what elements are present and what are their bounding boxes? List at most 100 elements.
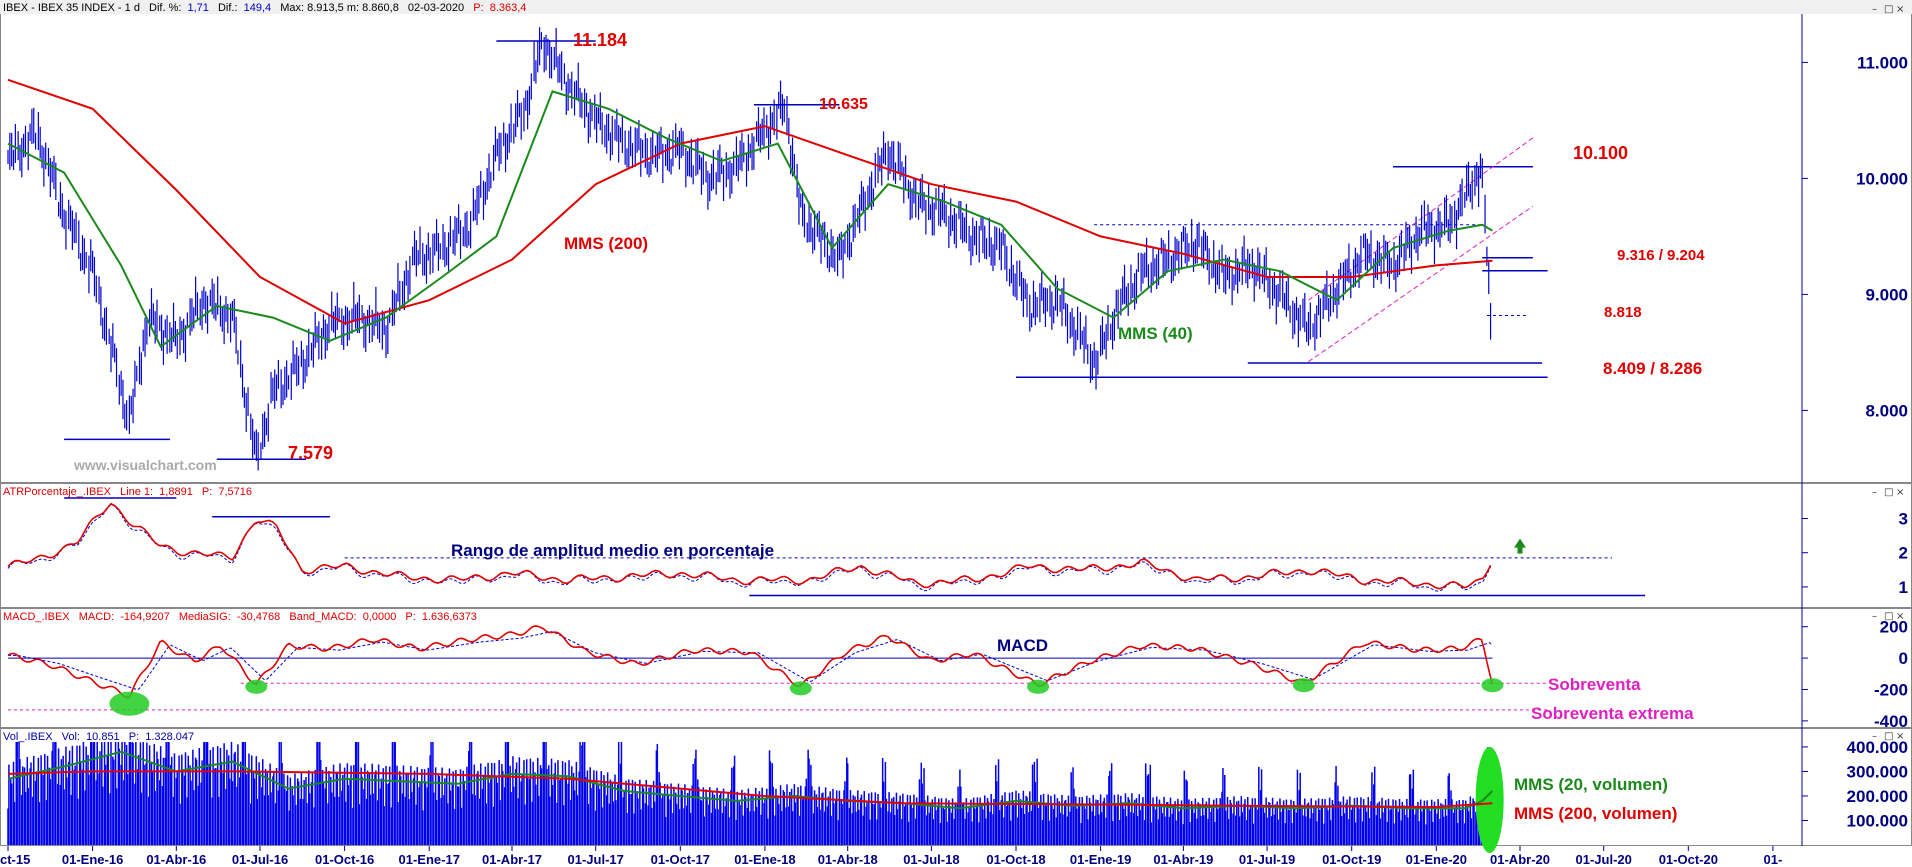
volume-minimize-icon[interactable]: – [1872,731,1877,742]
label-oversold: Sobreventa [1548,675,1641,694]
price-bars [7,27,1492,471]
x-tick-label-1: 01-Ene-16 [62,852,123,867]
macd-annotations: MACD Sobreventa Sobreventa extrema [997,636,1694,723]
macd-header-band-value: 0,0000 [363,611,397,623]
oversold-marker [1481,678,1504,693]
x-tick-label-17: 01-Ene-20 [1406,852,1467,867]
x-tick-label-6: 01-Abr-17 [482,852,542,867]
label-low-2016: 7.579 [288,443,333,463]
atr-close-icon[interactable]: × [1896,487,1904,498]
label-level-8409: 8.409 / 8.286 [1603,359,1702,378]
price-header-date: 02-03-2020 [408,2,464,14]
atr-header-last-label: P: [202,486,212,498]
price-header: IBEX - IBEX 35 INDEX - 1 d Dif. %: 1,71 … [3,2,526,14]
macd-tick-label-1: -200 [1874,680,1908,699]
price-header-dif-pct-value: 1,71 [187,2,208,14]
macd-tick-label-0: -400 [1874,712,1908,731]
x-tick-label-14: 01-Abr-19 [1153,852,1213,867]
x-tick-label-7: 01-Jul-17 [568,852,624,867]
price-header-max-min: Max: 8.913,5 m: 8.860,8 [280,2,399,14]
price-tick-label-3: 11.000 [1857,53,1908,72]
price-tick-label-1: 9.000 [1865,285,1908,304]
label-level-8818: 8.818 [1604,304,1642,321]
label-atr-title: Rango de amplitud medio en porcentaje [451,541,774,560]
x-tick-label-13: 01-Ene-19 [1070,852,1131,867]
price-plot [7,27,1548,471]
label-extreme-oversold: Sobreventa extrema [1531,704,1694,723]
x-tick-label-21: 01- [1764,852,1783,867]
x-tick-label-16: 01-Oct-19 [1322,852,1381,867]
atr-tick-label-0: 1 [1899,578,1908,597]
macd-header-name: MACD_.IBEX [3,611,70,623]
channel-line-1 [1308,137,1534,301]
macd-minimize-icon[interactable]: – [1872,611,1877,622]
macd-header: MACD_.IBEX MACD: -164,9207 MediaSIG: -30… [3,611,477,623]
macd-header-band-label: Band_MACD: [289,611,356,623]
volume-header-vol-label: Vol: [62,731,80,743]
price-header-dif-pct-label: Dif. %: [149,2,181,14]
volume-close-icon[interactable]: × [1896,731,1904,742]
price-annotations: 11.184 10.635 10.100 7.579 9.316 / 9.204… [73,30,1705,473]
price-header-symbol: IBEX - IBEX 35 INDEX - 1 d [3,2,140,14]
x-tick-label-9: 01-Ene-18 [734,852,795,867]
volume-tick-label-2: 300.000 [1847,762,1908,781]
label-macd-title: MACD [997,636,1048,655]
oversold-marker [789,681,812,696]
x-tick-label-18: 01-Abr-20 [1490,852,1550,867]
watermark: www.visualchart.com [73,457,217,473]
volume-annotations: MMS (20, volumen) MMS (200, volumen) [1514,775,1677,823]
atr-plot [7,497,1646,597]
atr-minimize-icon[interactable]: – [1872,487,1877,498]
atr-header: ATRPorcentaje_.IBEX Line 1: 1,8891 P: 7,… [3,486,252,498]
oversold-marker [1292,678,1315,693]
vol-sma200-line [7,770,1493,809]
window-controls: – □ × – □ × – □ × – □ × [1872,4,1904,742]
volume-tick-label-1: 200.000 [1847,787,1908,806]
x-tick-label-19: 01-Jul-20 [1576,852,1632,867]
label-high-2020: 10.100 [1573,143,1628,163]
atr-maximize-icon[interactable]: □ [1884,487,1893,498]
sma200-line [7,78,1493,325]
price-header-bar [0,0,1912,14]
maximize-icon[interactable]: □ [1884,4,1893,15]
macd-close-icon[interactable]: × [1896,611,1904,622]
volume-tick-label-0: 100.000 [1847,811,1908,830]
volume-spike-marker [1475,746,1504,853]
macd-header-last-label: P: [405,611,415,623]
close-icon[interactable]: × [1896,4,1904,15]
price-header-dif-label: Dif.: [218,2,238,14]
x-tick-label-5: 01-Ene-17 [399,852,460,867]
minimize-icon[interactable]: – [1872,4,1877,15]
atr-header-name: ATRPorcentaje_.IBEX [3,486,112,498]
atr-header-line-value: 1,8891 [159,486,193,498]
atr-tick-label-1: 2 [1899,544,1908,563]
macd-header-sig-value: -30,4768 [237,611,280,623]
up-arrow-shaft [1517,547,1523,554]
atr-header-last-value: 7,5716 [218,486,252,498]
label-vol-sma200: MMS (200, volumen) [1514,804,1677,823]
volume-header: Vol_.IBEX Vol: 10.851 P: 1.328.047 [3,731,194,743]
sma40-line [7,90,1493,349]
volume-header-vol-value: 10.851 [86,731,120,743]
volume-maximize-icon[interactable]: □ [1884,731,1893,742]
macd-tick-label-2: 0 [1899,649,1908,668]
x-tick-label-12: 01-Oct-18 [986,852,1045,867]
macd-header-macd-value: -164,9207 [120,611,170,623]
macd-header-sig-label: MediaSIG: [179,611,231,623]
oversold-marker [109,691,150,716]
label-high-2018: 10.635 [819,96,868,113]
label-vol-sma20: MMS (20, volumen) [1514,775,1668,794]
up-arrow-icon [1514,538,1527,548]
volume-header-last-label: P: [129,731,139,743]
macd-header-last-value: 1.636,6373 [422,611,477,623]
x-tick-label-3: 01-Jul-16 [232,852,288,867]
label-sma40: MMS (40) [1118,324,1193,343]
price-header-last-value: 8.363,4 [490,2,527,14]
macd-maximize-icon[interactable]: □ [1884,611,1893,622]
price-tick-label-0: 8.000 [1865,401,1908,420]
x-tick-label-10: 01-Abr-18 [818,852,878,867]
label-sma200: MMS (200) [564,234,648,253]
volume-plot [7,742,1504,853]
price-tick-label-2: 10.000 [1856,169,1908,188]
